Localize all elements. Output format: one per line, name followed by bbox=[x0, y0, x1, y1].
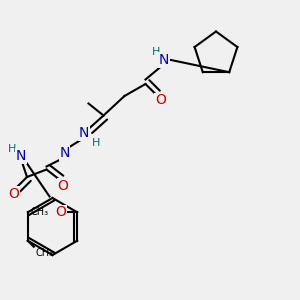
Text: N: N bbox=[59, 146, 70, 160]
Text: O: O bbox=[55, 205, 66, 219]
Text: N: N bbox=[79, 127, 89, 140]
Text: O: O bbox=[155, 94, 166, 107]
Text: CH₃: CH₃ bbox=[31, 207, 49, 217]
Text: H: H bbox=[8, 143, 16, 154]
Text: N: N bbox=[16, 149, 26, 163]
Text: H: H bbox=[152, 47, 160, 58]
Text: CH₃: CH₃ bbox=[35, 248, 53, 258]
Text: O: O bbox=[58, 179, 68, 193]
Text: H: H bbox=[92, 137, 100, 148]
Text: N: N bbox=[158, 53, 169, 67]
Text: O: O bbox=[8, 187, 19, 200]
